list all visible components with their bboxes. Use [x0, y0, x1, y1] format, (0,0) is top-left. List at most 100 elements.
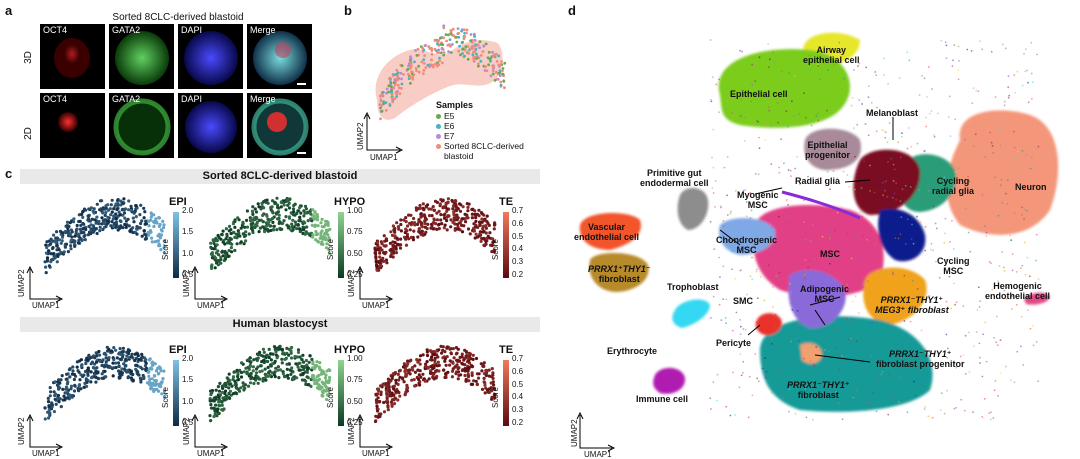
c-point — [69, 244, 73, 248]
d-point — [793, 308, 796, 310]
c-point — [66, 250, 70, 254]
d-point — [931, 185, 934, 188]
d-point — [732, 371, 734, 374]
c-point — [162, 225, 166, 230]
b-point — [400, 64, 404, 68]
c-point — [148, 229, 153, 233]
d-point — [789, 282, 791, 285]
d-point — [946, 347, 949, 350]
c-point — [46, 396, 50, 400]
c-point — [48, 242, 53, 246]
c-point — [320, 393, 324, 397]
d-point — [1016, 150, 1019, 153]
c-point — [216, 407, 220, 411]
c-colorbar-tick: 0.7 — [512, 206, 524, 215]
c-point — [210, 263, 214, 267]
c-point — [316, 232, 320, 236]
d-point — [930, 242, 933, 245]
c-point — [429, 207, 433, 211]
c-point — [136, 354, 140, 358]
c-point — [392, 244, 396, 248]
c-point — [458, 202, 462, 206]
c-point — [466, 205, 470, 209]
c-point — [261, 354, 265, 358]
d-point — [772, 51, 774, 54]
c-colorbar-tick: 0.3 — [512, 257, 524, 267]
d-point — [764, 202, 766, 205]
c-point — [58, 386, 62, 390]
d-point — [789, 169, 792, 172]
c-point — [267, 220, 271, 224]
c-point — [482, 380, 486, 384]
d-point — [755, 321, 758, 324]
c-point — [67, 224, 71, 229]
d-point — [740, 269, 742, 272]
c-point — [245, 372, 249, 376]
panel-c-label: c — [5, 166, 13, 181]
d-point — [767, 43, 769, 45]
c-point — [259, 364, 263, 368]
c-point — [297, 227, 302, 231]
b-point — [389, 85, 393, 89]
d-point — [794, 167, 797, 170]
d-point — [731, 112, 733, 114]
b-legend-title: Samples — [436, 100, 474, 110]
b-point — [420, 60, 424, 64]
c-point — [423, 379, 427, 383]
c-arrowhead-icon — [26, 413, 64, 451]
d-point — [774, 313, 777, 316]
c-point — [410, 366, 414, 370]
d-point — [873, 340, 876, 343]
c-point — [217, 403, 221, 407]
d-point — [809, 289, 812, 291]
d-point — [964, 138, 966, 141]
c-point — [318, 236, 322, 240]
c-point — [467, 379, 471, 383]
b-point — [491, 69, 495, 72]
ch-merge-2d: Merge — [250, 94, 276, 104]
c-point — [83, 238, 87, 242]
d-point — [718, 111, 720, 114]
d-point — [912, 242, 915, 245]
d-point — [988, 261, 991, 263]
c-point — [127, 356, 131, 360]
c-point — [482, 376, 486, 380]
d-point — [711, 156, 713, 159]
c-point — [93, 373, 97, 377]
d-point — [945, 300, 948, 303]
d-point — [777, 121, 779, 124]
d-point — [842, 170, 845, 173]
c-point — [424, 217, 428, 221]
c-point — [86, 368, 91, 372]
c-point — [279, 200, 283, 204]
c-point — [396, 225, 400, 229]
c-point — [375, 240, 380, 245]
d-point — [945, 333, 948, 336]
c-point — [395, 221, 399, 225]
b-point — [473, 35, 476, 38]
c-point — [492, 250, 496, 254]
c-point — [52, 233, 56, 237]
c-point — [410, 378, 414, 382]
c-xaxis-label: UMAP1 — [197, 301, 225, 310]
c-point — [430, 358, 434, 362]
c-point — [457, 366, 461, 370]
d-point — [924, 406, 926, 408]
b-point — [439, 36, 442, 40]
c-point — [64, 242, 69, 246]
c-point — [463, 373, 467, 378]
c-point — [48, 413, 52, 417]
c-point — [283, 357, 287, 361]
b-point — [489, 74, 493, 78]
c-point — [127, 199, 131, 203]
c-point — [279, 227, 283, 232]
b-point — [459, 53, 462, 57]
c-point — [393, 226, 397, 231]
b-point — [466, 57, 470, 61]
c-point — [455, 218, 459, 222]
c-point — [241, 232, 245, 236]
c-point — [296, 223, 300, 227]
d-point — [770, 125, 772, 127]
c-point — [486, 388, 490, 392]
c-point — [419, 375, 423, 379]
